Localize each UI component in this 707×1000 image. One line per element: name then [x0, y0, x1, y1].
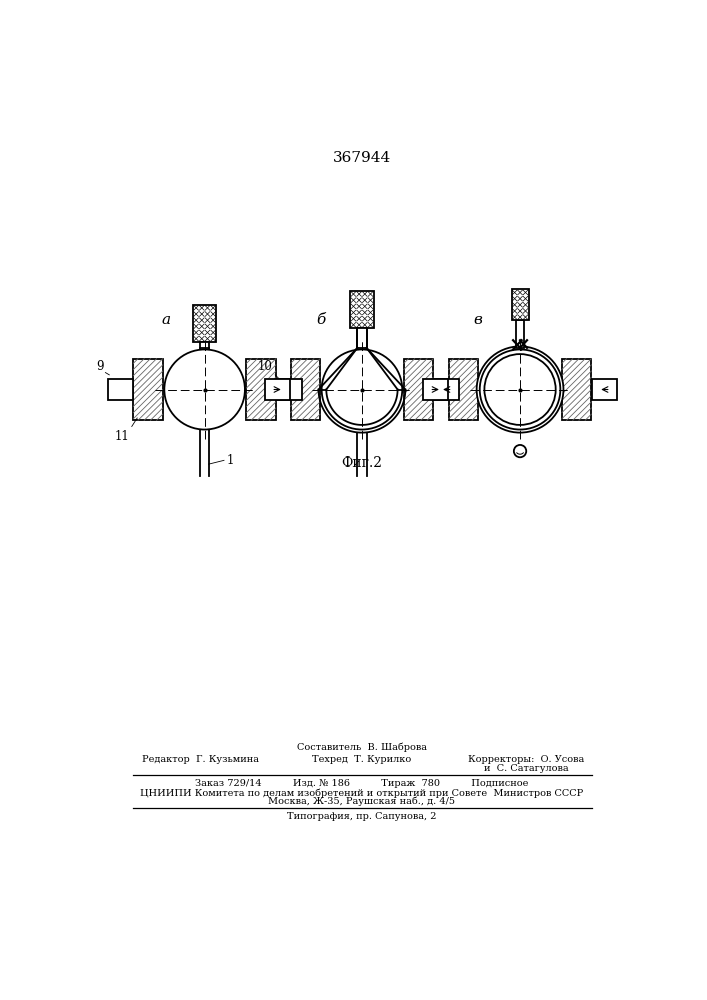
Text: 11: 11 [115, 430, 129, 443]
Bar [516, 320, 524, 348]
Circle shape [164, 349, 245, 430]
Bar [423, 379, 448, 400]
Bar [357, 328, 367, 348]
Bar [276, 379, 301, 400]
Text: Москва, Ж-35, Раушская наб., д. 4/5: Москва, Ж-35, Раушская наб., д. 4/5 [269, 797, 455, 806]
Text: Фиг.2: Фиг.2 [341, 456, 382, 470]
Text: и  С. Сатагулова: и С. Сатагулова [484, 764, 568, 773]
Text: Редактор  Г. Кузьмина: Редактор Г. Кузьмина [142, 755, 259, 764]
Bar [107, 379, 132, 400]
Text: б: б [316, 313, 325, 327]
Bar [200, 342, 209, 348]
Text: 10: 10 [258, 360, 273, 373]
Text: 1: 1 [226, 454, 234, 467]
Text: Заказ 729/14          Изд. № 186          Тираж  780          Подписное: Заказ 729/14 Изд. № 186 Тираж 780 Подпис… [195, 779, 529, 788]
Bar [562, 359, 591, 420]
Bar [265, 379, 290, 400]
Circle shape [514, 445, 526, 457]
Bar [291, 359, 320, 420]
Bar [512, 289, 529, 320]
Bar [134, 359, 163, 420]
Bar [449, 359, 478, 420]
Circle shape [480, 349, 561, 430]
Text: ЦНИИПИ Комитета по делам изобретений и открытий при Совете  Министров СССР: ЦНИИПИ Комитета по делам изобретений и о… [140, 788, 583, 798]
Circle shape [477, 346, 563, 433]
Bar [404, 359, 433, 420]
Bar [247, 359, 276, 420]
Text: а: а [161, 313, 170, 327]
Text: в: в [474, 313, 483, 327]
Text: Техред  Т. Курилко: Техред Т. Курилко [312, 755, 411, 764]
Bar [193, 305, 216, 342]
Circle shape [484, 354, 556, 425]
Text: 9: 9 [96, 360, 104, 373]
Text: Типография, пр. Сапунова, 2: Типография, пр. Сапунова, 2 [287, 812, 437, 821]
Bar [592, 379, 617, 400]
Bar [351, 291, 373, 328]
Text: Составитель  В. Шаброва: Составитель В. Шаброва [297, 742, 427, 752]
Text: 367944: 367944 [333, 151, 391, 165]
Circle shape [322, 349, 402, 430]
Bar [434, 379, 459, 400]
Text: Корректоры:  О. Усова: Корректоры: О. Усова [468, 755, 585, 764]
